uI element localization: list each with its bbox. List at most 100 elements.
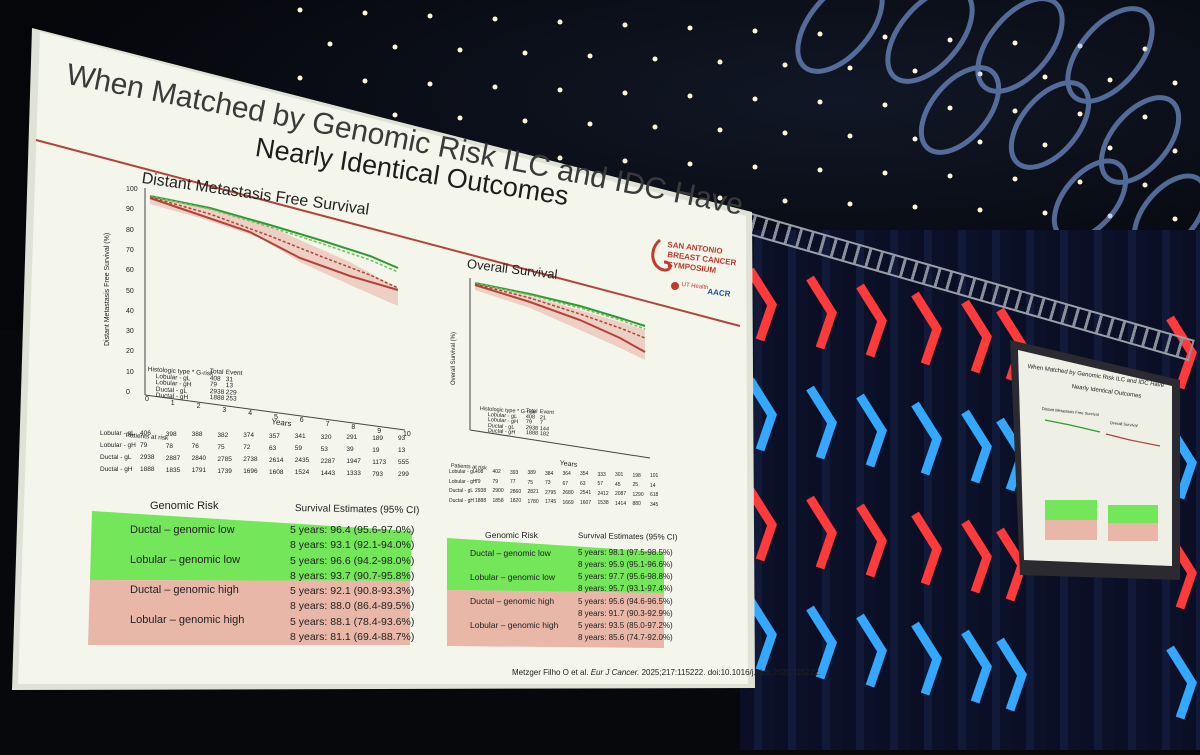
os-ci-band xyxy=(475,283,645,360)
right-row-8yr: 8 years: 95.7 (93.1-97.4%) xyxy=(578,584,673,594)
dmfs-risk-value: 59 xyxy=(294,445,303,452)
os-risk-value: 14 xyxy=(650,482,656,489)
ceiling-light xyxy=(947,173,953,179)
ceiling-light xyxy=(522,50,528,56)
dmfs-risk-value: 13 xyxy=(398,447,406,454)
os-risk-value: 1538 xyxy=(597,500,609,507)
os-risk-value: 1820 xyxy=(510,498,522,505)
dmfs-risk-value: 63 xyxy=(269,444,277,452)
ceiling-light xyxy=(392,112,398,118)
dmfs-risk-value: 1835 xyxy=(165,466,181,474)
dmfs-risk-value: 2435 xyxy=(294,457,310,464)
right-row-label: Ductal – genomic low xyxy=(470,548,551,558)
os-risk-value: 2938 xyxy=(475,488,487,494)
left-row-label: Ductal – genomic low xyxy=(130,524,235,536)
ceiling-light xyxy=(492,84,498,90)
side-right-high xyxy=(1108,523,1158,541)
dmfs-risk-value: 39 xyxy=(346,446,354,453)
dmfs-risk-value: 79 xyxy=(140,442,148,449)
ceiling-light xyxy=(557,19,563,25)
stage-light-chevron xyxy=(911,291,942,366)
citation-journal: Eur J Cancer. xyxy=(590,668,640,677)
dmfs-x-axis xyxy=(144,394,406,431)
ceiling-light xyxy=(687,161,693,167)
dmfs-risk-value: 2840 xyxy=(191,455,207,462)
os-risk-value: 1607 xyxy=(580,499,592,506)
stage-light-chevron xyxy=(961,629,992,704)
os-risk-value: 2087 xyxy=(615,491,627,498)
dmfs-risk-value: 19 xyxy=(372,446,380,454)
ceiling-light xyxy=(912,68,918,74)
os-risk-value: 77 xyxy=(510,479,516,486)
ceiling-light xyxy=(392,44,398,50)
stage-light-chevron xyxy=(856,613,887,688)
ceiling-light xyxy=(327,41,333,47)
dmfs-curve-lobular-gl xyxy=(149,195,399,269)
left-table-bg xyxy=(88,511,412,645)
dmfs-risk-value: 341 xyxy=(294,433,306,440)
os-risk-value: 73 xyxy=(545,480,551,487)
os-curve-lobular-gh xyxy=(474,284,646,353)
stage-light-chevron xyxy=(856,283,887,358)
dmfs-risk-value: 1173 xyxy=(372,458,387,466)
dmfs-x-tick: 9 xyxy=(377,427,382,435)
left-row-5yr: 5 years: 96.4 (95.6-97.0%) xyxy=(290,524,415,536)
ribbon-icon xyxy=(651,238,672,272)
left-row-5yr: 5 years: 88.1 (78.4-93.6%) xyxy=(290,615,415,628)
os-risk-value: 389 xyxy=(527,470,536,477)
right-low-band xyxy=(447,538,664,593)
os-risk-value: 402 xyxy=(492,469,501,476)
dmfs-risk-label: Ductal - gL xyxy=(100,454,132,461)
dmfs-risk-value: 53 xyxy=(320,445,328,453)
right-row-5yr: 5 years: 98.1 (97.5-98.5%) xyxy=(578,548,673,557)
dmfs-risk-value: 1739 xyxy=(217,467,232,475)
dmfs-x-tick: 4 xyxy=(248,410,253,417)
dmfs-risk-value: 75 xyxy=(217,443,225,451)
stage-light-chevron xyxy=(911,511,942,586)
right-row-5yr: 5 years: 97.7 (95.6-98.8%) xyxy=(578,572,673,582)
os-curve-ductal-gh xyxy=(474,283,646,339)
ceiling-light xyxy=(587,121,593,127)
ceiling-light xyxy=(717,127,723,133)
dmfs-risk-value: 1947 xyxy=(346,458,361,465)
ceiling-light xyxy=(782,130,788,136)
ceiling-light xyxy=(522,118,528,124)
dmfs-legend-event: 253 xyxy=(225,395,237,403)
dmfs-y-tick: 90 xyxy=(126,206,134,214)
os-risk-value: 101 xyxy=(650,473,659,479)
dmfs-x-tick: 8 xyxy=(351,424,356,431)
ceiling-light xyxy=(1142,182,1148,188)
dmfs-ylabel: Distant Metastasis Free Survival (%) xyxy=(104,232,111,346)
dmfs-risk-value: 1524 xyxy=(294,469,310,476)
os-risk-value: 2900 xyxy=(492,488,504,495)
left-row-8yr: 8 years: 93.7 (90.7-95.8%) xyxy=(290,569,415,582)
ceiling-light xyxy=(782,198,788,204)
left-table-header-est: Survival Estimates (95% CI) xyxy=(294,503,420,517)
os-risk-value: 1858 xyxy=(492,497,504,504)
stage-light-chevron xyxy=(806,385,837,460)
stage-light-chevron xyxy=(806,495,837,570)
ceiling-light xyxy=(1012,40,1018,46)
stage-light-chevron xyxy=(806,605,837,680)
ceiling-light xyxy=(1042,142,1048,148)
dmfs-risk-value: 2287 xyxy=(320,457,336,465)
os-legend-event: 182 xyxy=(539,431,550,438)
os-risk-value: 345 xyxy=(650,501,659,508)
ceiling-light xyxy=(362,10,368,16)
ceiling-light xyxy=(947,37,953,43)
ceiling-light xyxy=(912,204,918,210)
dmfs-risk-value: 78 xyxy=(165,442,174,450)
ceiling-light xyxy=(1172,148,1178,154)
os-risk-value: 2541 xyxy=(580,490,592,497)
os-risk-value: 2821 xyxy=(527,489,539,496)
side-os-curve xyxy=(1105,433,1161,447)
os-risk-value: 1780 xyxy=(527,498,539,505)
dmfs-x-tick: 6 xyxy=(299,417,304,424)
dmfs-x-tick: 10 xyxy=(403,431,411,438)
dmfs-y-tick: 70 xyxy=(126,246,134,254)
dmfs-risk-label: Lobular - gL xyxy=(100,430,135,437)
ceiling-light xyxy=(782,62,788,68)
os-risk-value: 354 xyxy=(580,471,589,478)
dmfs-risk-value: 2938 xyxy=(140,454,155,461)
